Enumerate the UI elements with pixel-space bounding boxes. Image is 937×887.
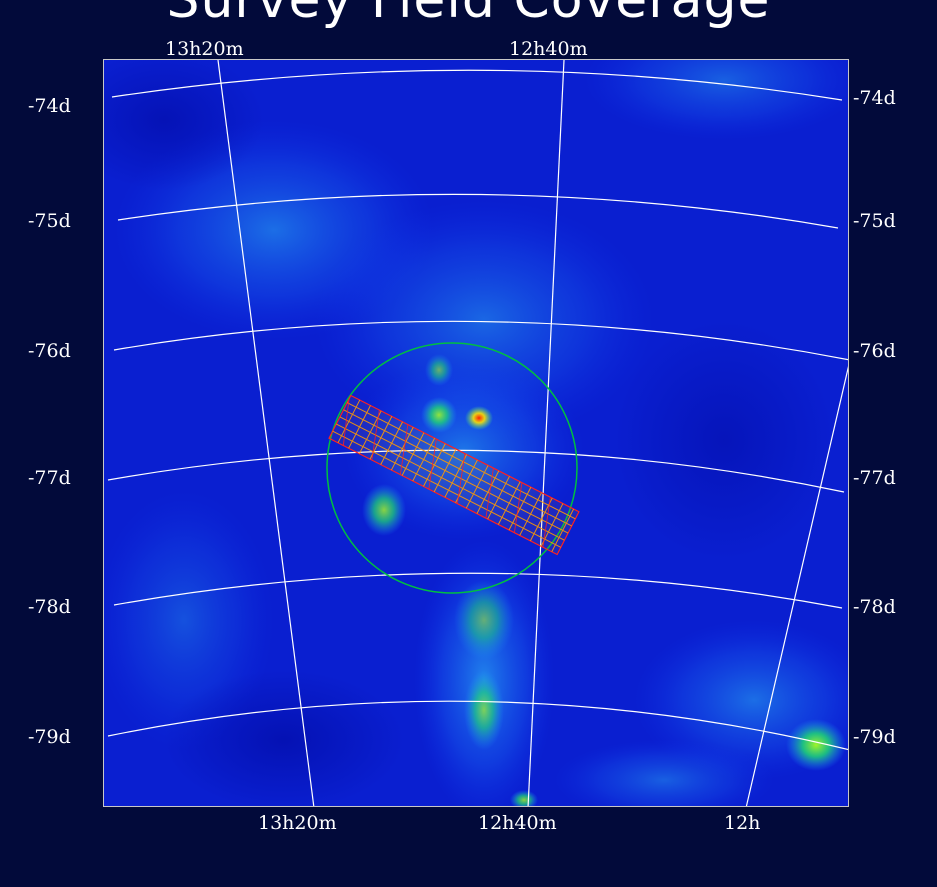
ra-label-bottom-3: 12h xyxy=(724,812,761,834)
fov-circle[interactable] xyxy=(326,342,578,594)
dec-line-74 xyxy=(111,69,843,101)
ra-line-1240 xyxy=(527,60,565,806)
dec-line-79 xyxy=(107,700,848,751)
emission-structure xyxy=(104,60,848,806)
ra-label-bottom-1: 13h20m xyxy=(258,812,337,834)
survey-footprint[interactable] xyxy=(328,394,580,556)
ra-line-1320 xyxy=(217,60,315,806)
bright-source xyxy=(465,406,493,430)
ra-label-top-1: 13h20m xyxy=(165,38,244,60)
ra-line-12 xyxy=(745,365,848,806)
dec-label-left-79: -79d xyxy=(28,726,71,748)
dec-label-right-76: -76d xyxy=(853,340,896,362)
dec-label-right-75: -75d xyxy=(853,210,896,232)
dec-label-left-76: -76d xyxy=(28,340,71,362)
dec-label-right-78: -78d xyxy=(853,596,896,618)
dec-label-right-79: -79d xyxy=(853,726,896,748)
dec-label-left-77: -77d xyxy=(28,467,71,489)
dec-line-78 xyxy=(113,572,843,609)
ra-label-bottom-2: 12h40m xyxy=(478,812,557,834)
dec-line-77 xyxy=(107,449,845,493)
page-title: Survey Field Coverage xyxy=(166,0,771,30)
dec-label-right-77: -77d xyxy=(853,467,896,489)
dec-line-76 xyxy=(113,320,848,361)
sky-canvas xyxy=(104,60,848,806)
coordinate-grid xyxy=(107,60,848,806)
sky-image[interactable] xyxy=(103,59,849,807)
dec-label-left-78: -78d xyxy=(28,596,71,618)
dec-label-right-74: -74d xyxy=(853,87,896,109)
dec-label-left-75: -75d xyxy=(28,210,71,232)
dec-label-left-74: -74d xyxy=(28,95,71,117)
dec-line-75 xyxy=(117,193,839,229)
ra-label-top-2: 12h40m xyxy=(509,38,588,60)
